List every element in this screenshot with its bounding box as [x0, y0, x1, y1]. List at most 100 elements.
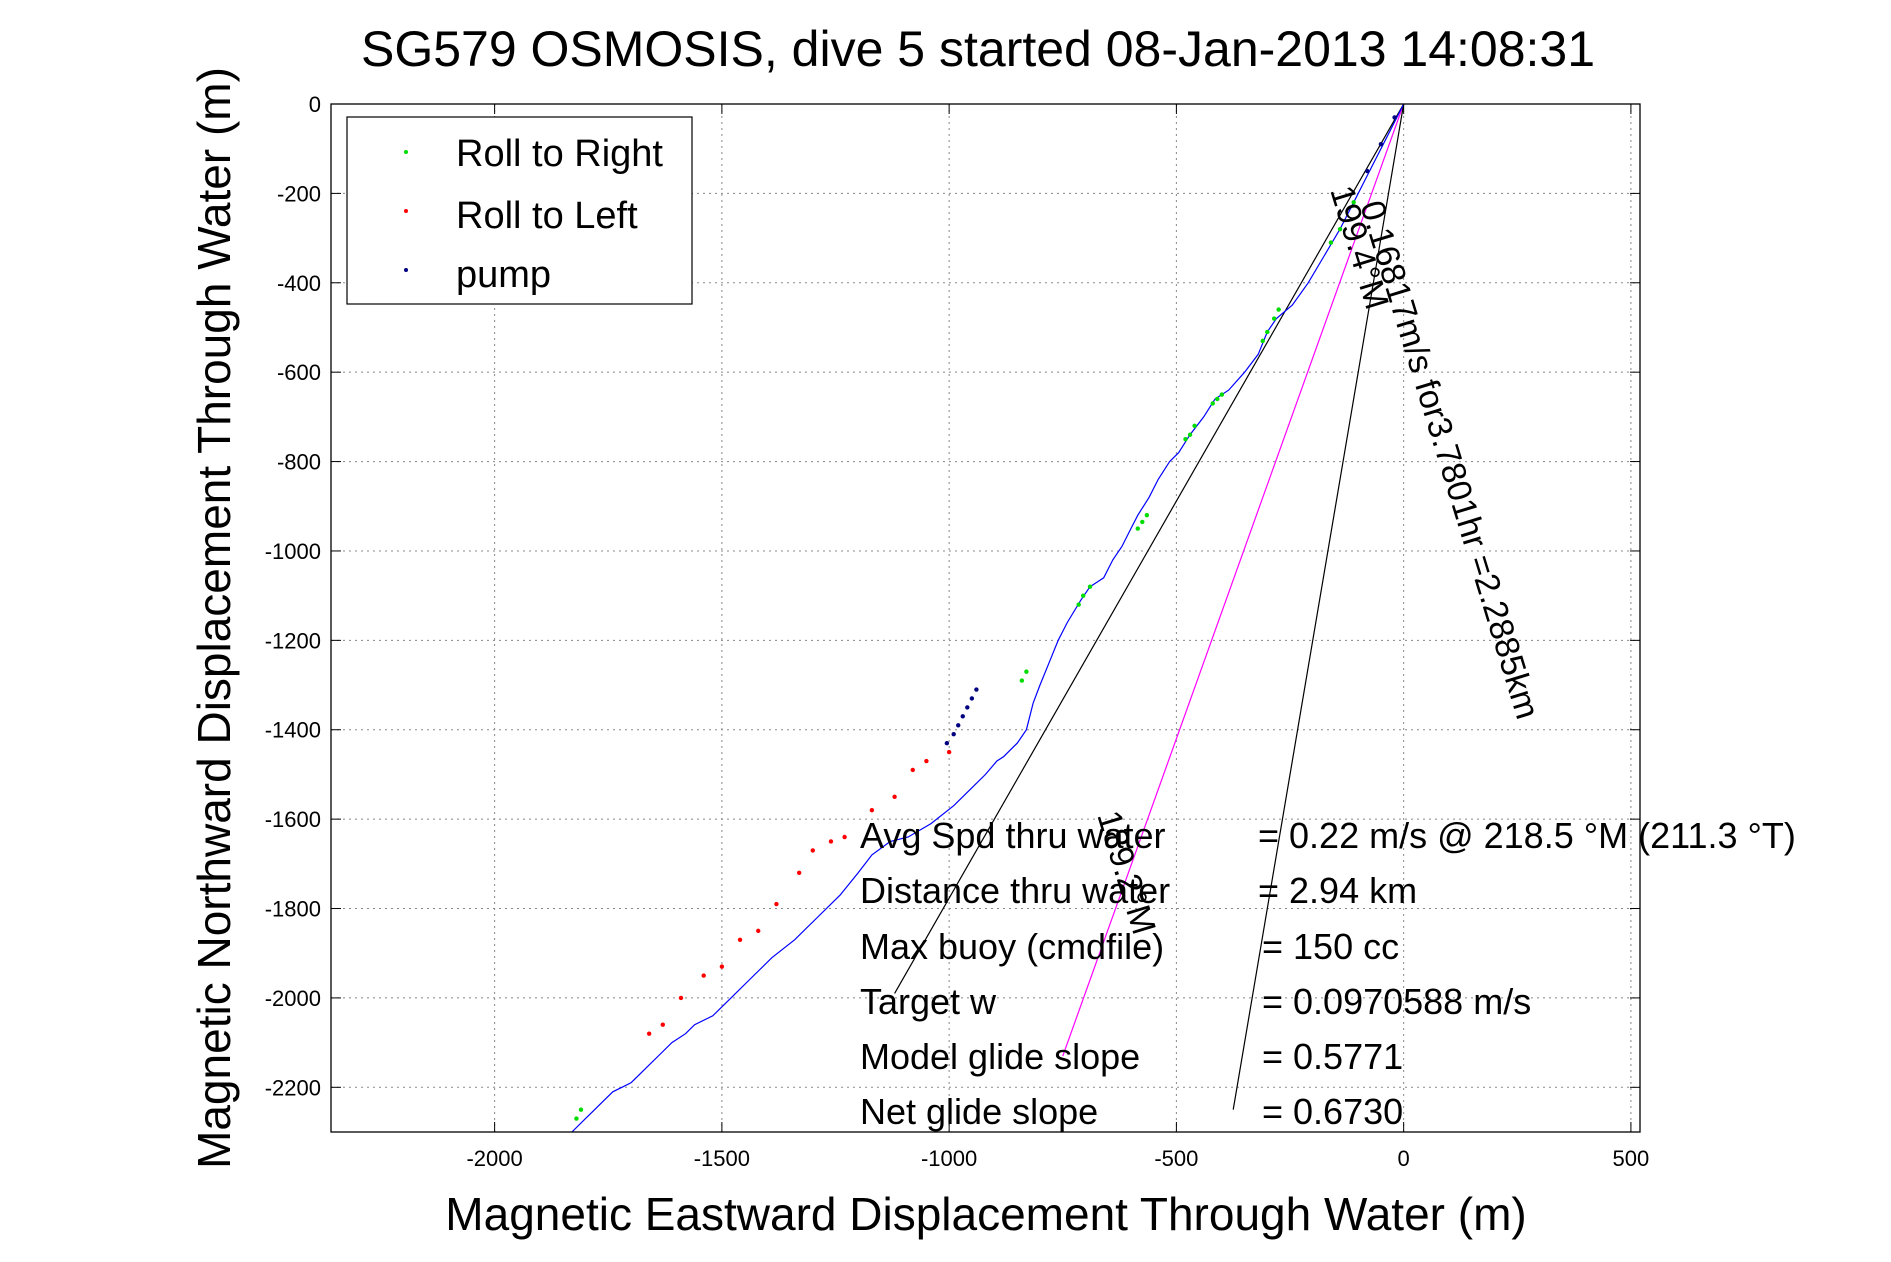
- y-tick-label: -800: [277, 450, 321, 475]
- x-tick-label: 0: [1398, 1146, 1410, 1171]
- roll-left-point: [660, 1022, 665, 1027]
- roll-right-point: [578, 1107, 584, 1112]
- legend-label-roll-right: Roll to Right: [456, 133, 663, 175]
- y-tick-label: -600: [277, 360, 321, 385]
- roll-right-point: [1328, 240, 1334, 245]
- roll-left-point: [828, 839, 834, 844]
- track-group: [571, 103, 1405, 1133]
- plot-frame: [330, 103, 1641, 1133]
- annotation-block: Avg Spd thru water = 0.22 m/s @ 218.5 °M…: [860, 815, 1796, 1132]
- roll-right-point: [1276, 307, 1281, 312]
- roll-right-point: [1260, 338, 1265, 344]
- pump-point: [965, 705, 970, 710]
- roll-left-point: [774, 901, 779, 907]
- roll-left-point: [892, 794, 897, 799]
- y-tick-label: -1800: [265, 897, 321, 922]
- annotation-label: Net glide slope: [860, 1091, 1098, 1132]
- x-tick-label: -2000: [466, 1146, 522, 1171]
- pump-point: [944, 740, 950, 746]
- axis-ticks: -2000 -1500 -1000 -500 0 500 0 -200 -400 -600 -800…: [265, 92, 1650, 1171]
- y-tick-label: -400: [277, 271, 321, 296]
- pump-point: [956, 723, 961, 728]
- y-tick-label: -1000: [265, 539, 321, 564]
- roll-right-point: [1183, 437, 1188, 442]
- roll-right-point: [1210, 401, 1215, 406]
- annotation-label: Avg Spd thru water: [860, 815, 1166, 856]
- roll-right-point: [1192, 423, 1197, 429]
- annotation-value: = 0.22 m/s @ 218.5 °M (211.3 °T): [1258, 815, 1796, 856]
- pump-point: [951, 732, 956, 737]
- roll-left-point: [796, 870, 802, 875]
- annotation-value: = 2.94 km: [1258, 870, 1417, 911]
- x-axis-label: Magnetic Eastward Displacement Through W…: [445, 1188, 1526, 1240]
- pump-point: [1365, 168, 1370, 174]
- pump-point: [1378, 142, 1384, 147]
- annotation-value: = 0.0970588 m/s: [1262, 981, 1531, 1022]
- roll-right-point: [1187, 432, 1193, 437]
- roll-left-point: [756, 928, 761, 934]
- y-tick-label: -1400: [265, 718, 321, 743]
- annotation-label: Max buoy (cmdfile): [860, 926, 1164, 967]
- legend-label-pump: pump: [456, 254, 551, 296]
- pump-point: [1392, 115, 1397, 120]
- glider-track-line: [571, 103, 1405, 1133]
- roll-left-point: [719, 964, 725, 969]
- roll-left-point: [869, 807, 875, 813]
- roll-right-point: [1076, 602, 1081, 607]
- roll-right-point: [1140, 519, 1145, 525]
- roll-right-point: [1019, 678, 1025, 683]
- roll-right-point: [1135, 526, 1140, 531]
- legend-label-roll-left: Roll to Left: [456, 195, 638, 237]
- x-tick-label: 500: [1613, 1146, 1650, 1171]
- roll-right-point: [1144, 513, 1150, 518]
- reference-lines: [894, 103, 1405, 1110]
- annotation-value: = 0.5771: [1262, 1036, 1403, 1077]
- roll-right-point: [1087, 584, 1093, 589]
- legend-marker-roll-right: [404, 150, 408, 154]
- x-tick-label: -1500: [694, 1146, 750, 1171]
- roll-right-point: [1265, 329, 1270, 335]
- roll-left-point: [810, 848, 815, 853]
- pump-point: [974, 687, 979, 692]
- roll-right-point: [1024, 669, 1029, 674]
- x-tick-label: -500: [1154, 1146, 1198, 1171]
- roll-right-point: [1215, 396, 1220, 402]
- pump-point: [969, 696, 975, 701]
- roll-right-point: [1271, 316, 1277, 321]
- y-axis-label: Magnetic Northward Displacement Through …: [188, 67, 240, 1169]
- heading-line-2: [1232, 103, 1405, 1110]
- roll-left-point: [910, 767, 915, 773]
- roll-left-point: [924, 758, 929, 764]
- annotation-label: Target w: [860, 981, 997, 1022]
- y-tick-label: -1200: [265, 628, 321, 653]
- annotation-value: = 0.6730: [1262, 1091, 1403, 1132]
- y-tick-label: 0: [309, 92, 321, 117]
- legend-marker-pump: [404, 268, 408, 272]
- roll-left-point: [701, 973, 706, 978]
- heading-line-1: [894, 103, 1405, 994]
- y-tick-label: -1600: [265, 807, 321, 832]
- x-tick-label: -1000: [921, 1146, 977, 1171]
- annotation-value: = 150 cc: [1262, 926, 1399, 967]
- current-line: [1062, 103, 1405, 1057]
- legend-marker-roll-left: [404, 209, 408, 213]
- roll-right-point: [1351, 200, 1356, 205]
- chart-title: SG579 OSMOSIS, dive 5 started 08-Jan-201…: [361, 21, 1595, 77]
- annotation-label: Model glide slope: [860, 1036, 1140, 1077]
- y-tick-label: -2000: [265, 986, 321, 1011]
- marker-group: [574, 115, 1397, 1121]
- roll-left-point: [678, 995, 684, 1001]
- roll-left-point: [842, 834, 847, 840]
- roll-right-point: [1337, 226, 1343, 232]
- legend: Roll to Right Roll to Left pump: [346, 116, 693, 305]
- roll-left-point: [946, 749, 952, 755]
- roll-left-point: [646, 1031, 652, 1036]
- roll-right-point: [1219, 392, 1225, 397]
- roll-left-point: [737, 937, 743, 943]
- y-tick-label: -200: [277, 181, 321, 206]
- roll-right-point: [1081, 593, 1086, 598]
- roll-right-point: [574, 1116, 579, 1121]
- y-tick-label: -2200: [265, 1075, 321, 1100]
- annotation-label: Distance thru water: [860, 870, 1170, 911]
